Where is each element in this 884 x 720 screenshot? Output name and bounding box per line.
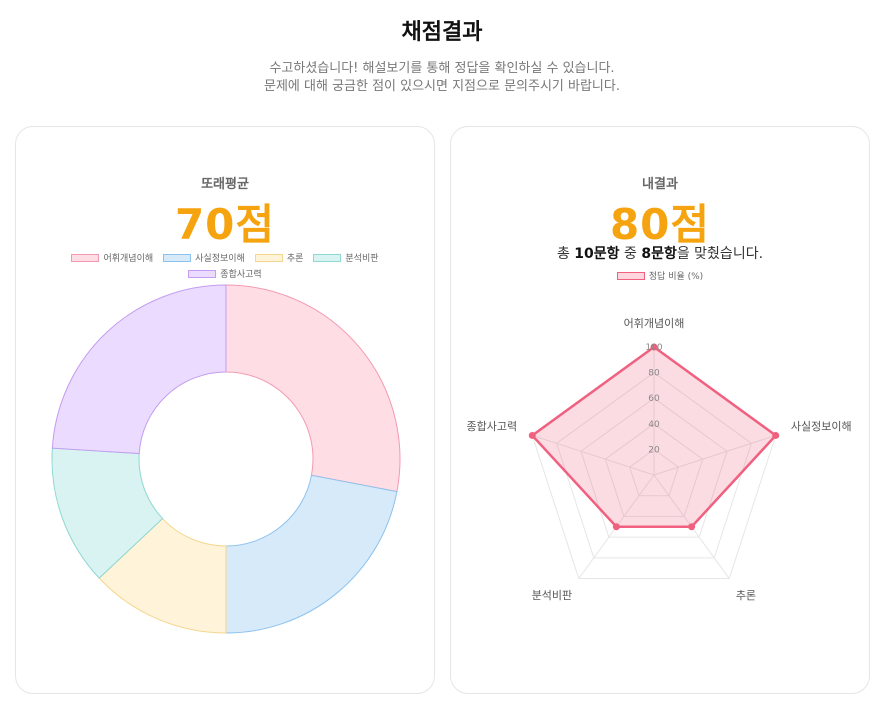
radar-tick-label: 20: [648, 445, 660, 455]
doughnut-slice-5[interactable]: [51, 284, 227, 455]
radar-point-1[interactable]: [650, 343, 658, 351]
radar-point-2[interactable]: [772, 431, 780, 439]
radar-grid-ring: [629, 448, 679, 497]
legend-item-2[interactable]: 사실정보이해: [163, 251, 245, 264]
doughnut-legend-row-2: 종합사고력: [16, 267, 434, 280]
radar-spoke: [653, 434, 776, 476]
page-title: 채점결과: [401, 20, 483, 45]
radar-legend: 정답 비율 (%): [451, 269, 869, 282]
radar-category-label-2: 사실정보이해: [791, 419, 852, 433]
my-result-label: 내결과: [642, 177, 678, 192]
radar-tick-label: 80: [648, 369, 660, 379]
legend-swatch: [163, 253, 192, 262]
result-prefix: 총: [556, 246, 575, 262]
doughnut-chart: [51, 284, 401, 634]
doughnut-slice-1[interactable]: [225, 284, 401, 493]
radar-series-area: [530, 345, 778, 529]
radar-category-label-1: 어휘개념이해: [624, 316, 685, 330]
legend-label: 어휘개념이해: [103, 254, 154, 264]
legend-swatch: [188, 269, 217, 278]
legend-label: 정답 비율 (%): [648, 272, 704, 282]
legend-label: 추론: [286, 254, 304, 264]
legend-item-correct-rate[interactable]: 정답 비율 (%): [616, 269, 704, 282]
legend-swatch: [616, 271, 645, 280]
radar-grid-ring: [556, 371, 752, 559]
legend-item-5[interactable]: 종합사고력: [188, 267, 262, 280]
radar-spoke: [532, 434, 655, 476]
peer-average-score: 70점: [174, 200, 276, 249]
total-questions: 10문항: [574, 246, 620, 262]
correct-questions: 8문항: [641, 246, 677, 262]
legend-swatch: [313, 253, 342, 262]
legend-label: 분석비판: [345, 254, 379, 264]
radar-tick-label: 60: [648, 394, 660, 404]
radar-point-5[interactable]: [528, 431, 536, 439]
doughnut-legend: 어휘개념이해 사실정보이해 추론 분석비판: [16, 251, 434, 264]
result-suffix: 을 맞췄습니다.: [676, 246, 764, 262]
subtitle-line-2: 문제에 대해 궁금한 점이 있으시면 지점으로 문의주시기 바랍니다.: [264, 79, 620, 94]
legend-item-4[interactable]: 분석비판: [313, 251, 379, 264]
legend-item-3[interactable]: 추론: [254, 251, 304, 264]
radar-tick-label: 100: [645, 343, 662, 353]
legend-item-1[interactable]: 어휘개념이해: [71, 251, 153, 264]
peer-average-card: 또래평균 70점 어휘개념이해 사실정보이해 추론 분석비판 종합사고력: [15, 126, 435, 694]
legend-label: 종합사고력: [220, 270, 262, 280]
result-summary: 총 10문항 중 8문항을 맞췄습니다.: [451, 243, 869, 263]
legend-label: 사실정보이해: [195, 254, 245, 264]
radar-tick-label: 40: [648, 420, 660, 430]
radar-point-4[interactable]: [612, 523, 620, 531]
legend-swatch: [71, 253, 100, 262]
radar-category-label-3: 추론: [736, 589, 756, 602]
doughnut-slice-2[interactable]: [225, 474, 398, 634]
radar-category-label-5: 종합사고력: [467, 420, 518, 433]
result-mid: 중: [619, 246, 642, 262]
my-result-card: 내결과 80점 총 10문항 중 8문항을 맞췄습니다. 정답 비율 (%) 2…: [450, 126, 870, 694]
legend-swatch: [254, 253, 283, 262]
page-subtitle: 수고하셨습니다! 해설보기를 통해 정답을 확인하실 수 있습니다. 문제에 대…: [0, 60, 884, 96]
my-result-score: 80점: [609, 200, 711, 249]
subtitle-line-1: 수고하셨습니다! 해설보기를 통해 정답을 확인하실 수 있습니다.: [269, 61, 615, 76]
radar-category-label-4: 분석비판: [532, 589, 572, 602]
peer-average-label: 또래평균: [201, 177, 249, 192]
radar-grid-ring: [604, 423, 704, 517]
radar-grid-ring: [580, 397, 728, 538]
radar-point-3[interactable]: [688, 523, 696, 531]
